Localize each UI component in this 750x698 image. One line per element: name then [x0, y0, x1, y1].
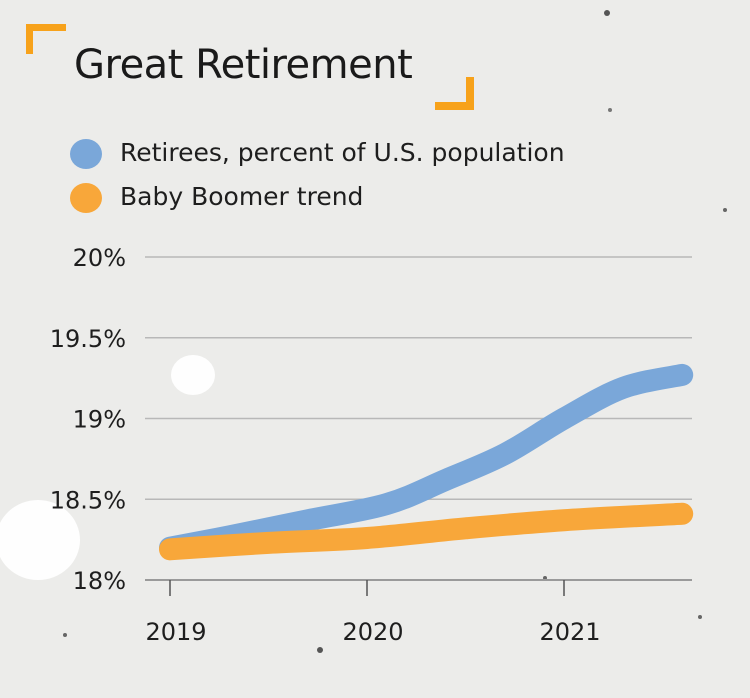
x-axis-ticks: 2019 2020 2021	[145, 580, 601, 646]
legend-dot-boomer	[70, 183, 102, 213]
legend-label-retirees: Retirees, percent of U.S. population	[120, 138, 565, 167]
legend-dot-retirees	[70, 139, 102, 169]
series-line-boomer	[159, 502, 694, 561]
chart-title: Great Retirement	[74, 42, 413, 88]
grid-layer	[145, 256, 692, 581]
series-layer	[159, 363, 694, 561]
legend-label-boomer: Baby Boomer trend	[120, 182, 364, 211]
x-tick-label: 2020	[342, 618, 403, 646]
series-line-retirees	[159, 363, 694, 559]
title-corner-bracket-bottom-right	[435, 77, 474, 110]
y-tick-label: 19.5%	[50, 325, 126, 353]
title-corner-bracket-top-left	[26, 24, 66, 54]
y-tick-label: 19%	[73, 406, 126, 434]
y-tick-label: 20%	[73, 244, 126, 272]
y-axis-ticks: 20% 19.5% 19% 18.5% 18%	[50, 244, 126, 595]
y-tick-label: 18.5%	[50, 486, 126, 514]
y-tick-label: 18%	[73, 567, 126, 595]
x-tick-label: 2019	[145, 618, 206, 646]
x-tick-label: 2021	[539, 618, 600, 646]
